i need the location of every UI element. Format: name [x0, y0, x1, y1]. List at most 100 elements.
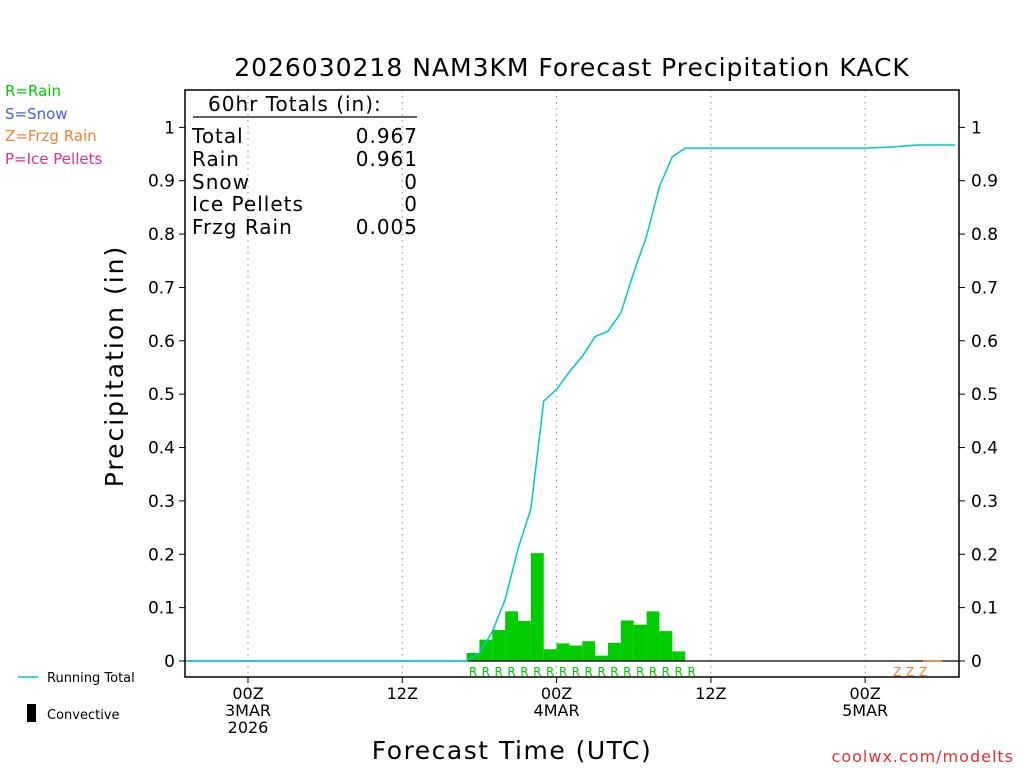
- legend-ice-pellets-text: P=Ice Pellets: [5, 150, 102, 168]
- y-axis-left: 0 0.1 0.2 0.3 0.4 0.5 0.6 0.7 0.8 0.9 1: [148, 118, 185, 672]
- ptype-marker-r: R: [649, 665, 657, 679]
- rain-bar: [492, 630, 506, 661]
- y-tick-label-right-4: 0.4: [971, 439, 998, 459]
- x-axis-label: Forecast Time (UTC): [372, 736, 652, 765]
- totals-label-frzg-rain: Frzg Rain: [192, 215, 293, 239]
- x-tick-label-0-0: 00Z: [232, 684, 263, 703]
- y-tick-label-left-9: 0.9: [148, 172, 175, 192]
- ptype-marker-r: R: [520, 665, 528, 679]
- rain-bar: [518, 620, 531, 661]
- convective-legend-text: Convective: [47, 708, 120, 723]
- totals-value-rain: 0.961: [356, 147, 418, 171]
- credit-text: coolwx.com/modelts: [832, 747, 1014, 766]
- y-tick-label-right-2: 0.2: [971, 545, 998, 565]
- ptype-marker-r: R: [546, 665, 554, 679]
- ptype-marker-r: R: [585, 665, 593, 679]
- y-tick-label-left-10: 1: [164, 118, 175, 138]
- rain-bar: [556, 643, 570, 661]
- chart-title: 2026030218 NAM3KM Forecast Precipitation…: [234, 53, 910, 82]
- ptype-marker-r: R: [559, 665, 567, 679]
- x-tick-label-2-0: 00Z: [541, 684, 572, 703]
- y-tick-label-right-8: 0.8: [971, 225, 998, 245]
- y-axis-right: 0 0.1 0.2 0.3 0.4 0.5 0.6 0.7 0.8 0.9 1: [959, 118, 998, 672]
- rain-bar: [543, 649, 557, 661]
- y-tick-label-left-6: 0.6: [148, 332, 175, 352]
- rain-bars: [466, 553, 686, 661]
- rain-bar: [569, 645, 583, 661]
- totals-value-frzg-rain: 0.005: [356, 215, 418, 239]
- totals-heading: 60hr Totals (in):: [208, 92, 382, 116]
- ptype-marker-z: Z: [893, 665, 901, 679]
- x-tick-label-0-2: 2026: [228, 718, 269, 737]
- rain-bar: [659, 631, 673, 661]
- y-tick-label-left-0: 0: [164, 652, 175, 672]
- totals-value-total: 0.967: [356, 124, 418, 148]
- y-tick-label-left-8: 0.8: [148, 225, 175, 245]
- ptype-marker-z: Z: [906, 665, 914, 679]
- rain-bar: [505, 611, 518, 661]
- x-tick-label-1-0: 12Z: [387, 684, 418, 703]
- series-legend: Running Total Convective: [18, 671, 135, 723]
- y-tick-label-right-0: 0: [971, 652, 982, 672]
- x-tick-label-3-0: 12Z: [695, 684, 726, 703]
- ptype-marker-z: Z: [919, 665, 927, 679]
- ptype-marker-r: R: [482, 665, 490, 679]
- rain-bar: [608, 642, 621, 661]
- y-axis-label: Precipitation (in): [100, 245, 129, 488]
- y-tick-label-left-4: 0.4: [148, 439, 175, 459]
- totals-label-ice-pellets: Ice Pellets: [192, 192, 304, 216]
- y-tick-label-left-5: 0.5: [148, 385, 175, 405]
- y-tick-label-left-7: 0.7: [148, 278, 175, 298]
- ptype-marker-r: R: [675, 665, 683, 679]
- y-tick-label-right-9: 0.9: [971, 172, 998, 192]
- totals-value-snow: 0: [404, 170, 418, 194]
- legend-frzg-rain-text: Z=Frzg Rain: [5, 127, 97, 145]
- totals-box: 60hr Totals (in): Total 0.967 Rain 0.961…: [191, 92, 418, 239]
- y-tick-label-right-3: 0.3: [971, 492, 998, 512]
- legend-rain-text: R=Rain: [5, 82, 61, 100]
- rain-bar: [530, 553, 544, 661]
- y-tick-label-right-7: 0.7: [971, 278, 998, 298]
- y-tick-label-right-5: 0.5: [971, 385, 998, 405]
- totals-label-rain: Rain: [192, 147, 240, 171]
- running-total-legend-text: Running Total: [47, 671, 135, 686]
- y-tick-label-left-2: 0.2: [148, 545, 175, 565]
- ptype-marker-r: R: [495, 665, 503, 679]
- ptype-marker-r: R: [533, 665, 541, 679]
- x-tick-label-2-1: 4MAR: [534, 701, 580, 720]
- rain-bar: [595, 655, 608, 661]
- y-tick-label-left-1: 0.1: [148, 599, 175, 619]
- rain-bar: [582, 641, 596, 661]
- y-tick-label-right-10: 1: [971, 118, 982, 138]
- rain-bar: [633, 624, 647, 661]
- legend-snow-text: S=Snow: [5, 105, 68, 123]
- ptype-marker-r: R: [623, 665, 631, 679]
- convective-legend-swatch: [27, 704, 36, 722]
- ptype-legend: R=Rain S=Snow Z=Frzg Rain P=Ice Pellets: [5, 82, 102, 168]
- totals-label-snow: Snow: [192, 170, 250, 194]
- x-tick-label-0-1: 3MAR: [225, 701, 271, 720]
- ptype-marker-r: R: [469, 665, 477, 679]
- ptype-marker-r: R: [507, 665, 515, 679]
- ptype-marker-r: R: [572, 665, 580, 679]
- ptype-marker-r: R: [662, 665, 670, 679]
- rain-bar: [620, 620, 634, 661]
- y-tick-label-right-6: 0.6: [971, 332, 998, 352]
- rain-bar: [672, 651, 686, 661]
- totals-label-total: Total: [191, 124, 244, 148]
- totals-value-ice-pellets: 0: [404, 192, 418, 216]
- x-tick-label-4-0: 00Z: [849, 684, 880, 703]
- series-lines: [183, 144, 959, 662]
- y-tick-label-right-1: 0.1: [971, 599, 998, 619]
- ptype-marker-r: R: [636, 665, 644, 679]
- rain-bar: [646, 611, 660, 661]
- ptype-marker-r: R: [687, 665, 695, 679]
- ptype-marker-r: R: [597, 665, 605, 679]
- rain-bar: [479, 639, 493, 661]
- gridlines: [247, 90, 866, 677]
- y-tick-label-left-3: 0.3: [148, 492, 175, 512]
- x-tick-label-4-1: 5MAR: [842, 701, 888, 720]
